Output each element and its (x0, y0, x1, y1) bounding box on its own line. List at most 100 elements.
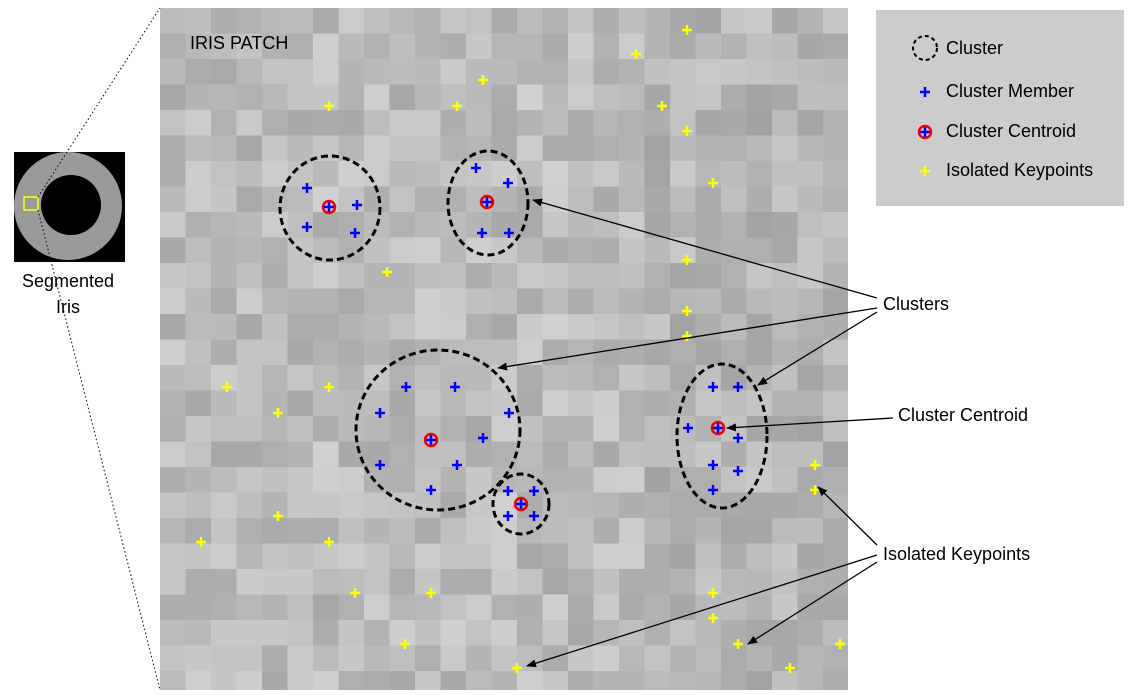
pixel (492, 416, 518, 442)
pixel (543, 110, 569, 136)
pixel (262, 340, 288, 366)
pixel (339, 365, 365, 391)
pixel (517, 595, 543, 621)
pixel (645, 59, 671, 85)
pixel (696, 340, 722, 366)
pixel (313, 620, 339, 646)
pixel (823, 136, 848, 162)
pixel (517, 85, 543, 111)
pixel (619, 314, 645, 340)
pixel (237, 365, 263, 391)
pixel (543, 85, 569, 111)
pixel (721, 620, 747, 646)
pixel (364, 544, 390, 570)
pixel (364, 136, 390, 162)
pixel (568, 620, 594, 646)
pixel (798, 85, 824, 111)
pixel (160, 110, 186, 136)
pixel (619, 34, 645, 60)
pixel (645, 212, 671, 238)
pixel (313, 289, 339, 315)
pixel (772, 212, 798, 238)
pixel (415, 569, 441, 595)
pixel (517, 289, 543, 315)
pixel (441, 671, 467, 690)
pixel (823, 416, 848, 442)
pixel (441, 161, 467, 187)
pixel (594, 59, 620, 85)
pixel (492, 518, 518, 544)
pixel (211, 340, 237, 366)
pixel (288, 365, 314, 391)
pixel (339, 136, 365, 162)
pixel (823, 365, 848, 391)
pixel (696, 136, 722, 162)
pixel (262, 161, 288, 187)
pixel (364, 493, 390, 519)
pixel (186, 161, 212, 187)
pixel (339, 544, 365, 570)
pixel (747, 212, 773, 238)
pixel (441, 391, 467, 417)
pixel (262, 569, 288, 595)
pixel (568, 136, 594, 162)
pixel (594, 136, 620, 162)
pixel (211, 544, 237, 570)
pixel (747, 646, 773, 672)
pixel (364, 620, 390, 646)
pixel (594, 34, 620, 60)
pixel (823, 646, 848, 672)
pixel (568, 442, 594, 468)
pixel (211, 518, 237, 544)
pixel (160, 59, 186, 85)
pixel (543, 238, 569, 264)
pixel (823, 161, 848, 187)
pixel (594, 493, 620, 519)
pixel (619, 365, 645, 391)
pixel (594, 671, 620, 690)
pixel (288, 671, 314, 690)
iris-label: Segmented (22, 271, 114, 291)
pixel (262, 493, 288, 519)
pixel (568, 391, 594, 417)
pixel (466, 671, 492, 690)
pixel (747, 110, 773, 136)
pixel (670, 671, 696, 690)
pixel (339, 493, 365, 519)
pixel (466, 391, 492, 417)
pixel (364, 314, 390, 340)
pixel (747, 136, 773, 162)
pixel (492, 34, 518, 60)
pixel (670, 442, 696, 468)
pixel (288, 340, 314, 366)
pixel (823, 263, 848, 289)
annotation: Clusters (883, 294, 949, 314)
pixel (670, 340, 696, 366)
pixel (313, 161, 339, 187)
pixel (313, 391, 339, 417)
pixel (721, 518, 747, 544)
pixel (823, 391, 848, 417)
pixel (211, 187, 237, 213)
pixel (772, 620, 798, 646)
pixel (798, 442, 824, 468)
pixel (237, 442, 263, 468)
pixel (237, 671, 263, 690)
pixel (594, 110, 620, 136)
pixel (262, 238, 288, 264)
pixel (339, 620, 365, 646)
pixel (441, 314, 467, 340)
pixel (543, 161, 569, 187)
pixel (721, 34, 747, 60)
pixel (390, 136, 416, 162)
pixel (186, 493, 212, 519)
pixel (772, 544, 798, 570)
pixel (160, 518, 186, 544)
pixel (823, 289, 848, 315)
pixel (696, 595, 722, 621)
pixel (594, 467, 620, 493)
pixel (568, 365, 594, 391)
pixel (441, 212, 467, 238)
pixel (721, 595, 747, 621)
pixel (364, 161, 390, 187)
